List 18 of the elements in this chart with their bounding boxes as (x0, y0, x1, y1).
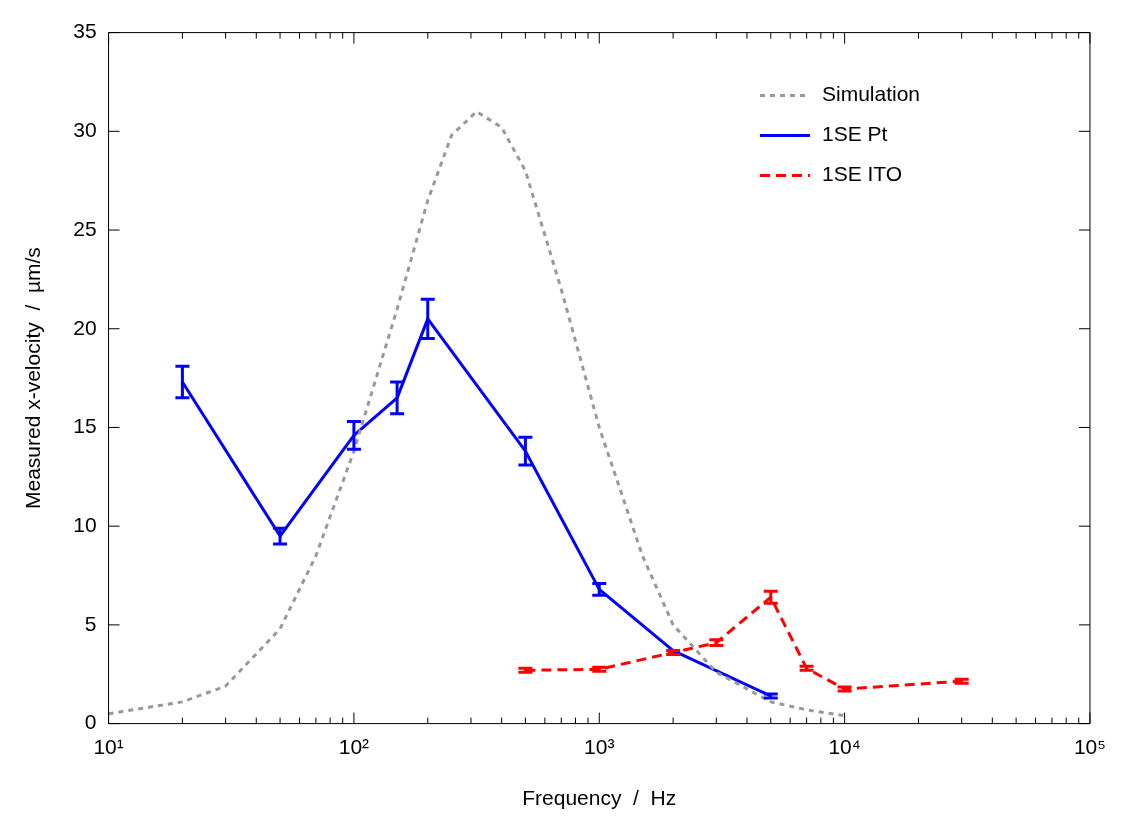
y-tick-label: 0 (84, 710, 97, 734)
y-tick-label: 25 (73, 216, 97, 240)
y-tick-label: 30 (73, 118, 97, 142)
x-axis-title: Frequency / Hz (522, 786, 677, 810)
x-tick-label: 10³ (584, 735, 615, 758)
legend-label: 1SE ITO (821, 162, 903, 186)
x-tick-label: 10⁴ (828, 735, 861, 758)
y-tick-label: 15 (73, 414, 97, 438)
legend-label: 1SE Pt (821, 122, 888, 146)
x-tick-label: 10¹ (93, 735, 124, 758)
y-tick-label: 5 (84, 611, 97, 635)
y-tick-label: 35 (73, 19, 97, 43)
y-tick-label: 20 (73, 315, 97, 339)
y-tick-label: 10 (73, 512, 97, 536)
y-axis-title: Measured x-velocity / µm/s (21, 247, 45, 510)
x-tick-label: 10⁵ (1073, 735, 1107, 758)
x-tick-label: 10² (338, 735, 370, 758)
legend-label: Simulation (821, 82, 921, 106)
